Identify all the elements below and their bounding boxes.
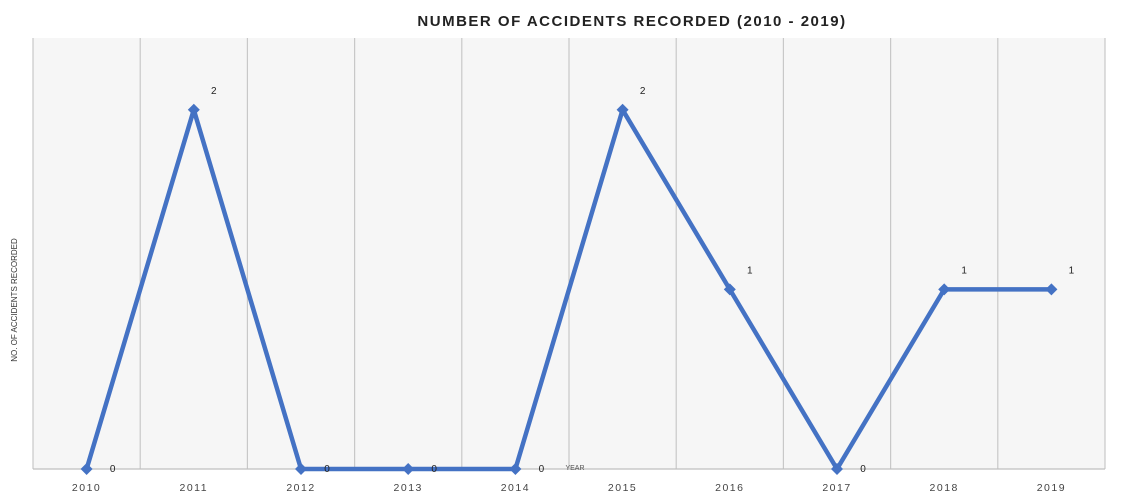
series-layer xyxy=(80,103,1058,475)
x-tick-label: 2010 xyxy=(72,482,101,494)
x-tick-label: 2016 xyxy=(715,482,744,494)
x-tick-label: 2019 xyxy=(1037,482,1066,494)
data-label: 1 xyxy=(961,265,967,276)
data-label: 0 xyxy=(431,464,437,475)
data-point-marker xyxy=(187,103,200,116)
x-tick-label: 2013 xyxy=(394,482,423,494)
data-label: 0 xyxy=(539,464,545,475)
data-point-marker xyxy=(80,463,93,475)
data-label: 1 xyxy=(1069,265,1075,276)
data-point-marker xyxy=(938,283,951,296)
data-point-marker xyxy=(509,463,522,475)
gridlines xyxy=(32,38,1106,469)
data-label: 1 xyxy=(747,265,753,276)
x-tick-label: 2011 xyxy=(180,482,209,494)
data-label: 2 xyxy=(640,86,646,97)
data-point-marker xyxy=(831,463,843,475)
x-tick-label: 2014 xyxy=(501,482,530,494)
data-point-marker xyxy=(616,103,629,116)
data-point-marker xyxy=(295,463,307,475)
data-label: 0 xyxy=(860,464,866,475)
y-axis-title: NO. OF ACCIDENTS RECORDED xyxy=(10,238,19,362)
data-label: 0 xyxy=(110,464,116,475)
series-line xyxy=(84,107,1054,472)
data-point-marker xyxy=(402,463,415,475)
chart-title: NUMBER OF ACCIDENTS RECORDED (2010 - 201… xyxy=(417,13,846,30)
data-label: 0 xyxy=(324,464,330,475)
data-point-marker xyxy=(723,283,736,296)
x-tick-label: 2017 xyxy=(822,482,851,494)
data-label: 2 xyxy=(211,86,217,97)
x-tick-label: 2012 xyxy=(286,482,315,494)
data-point-marker xyxy=(1045,283,1058,296)
x-tick-label: 2015 xyxy=(608,482,637,494)
x-tick-label: 2018 xyxy=(930,482,959,494)
x-axis-title: YEAR xyxy=(565,465,584,472)
x-tick-labels: 2010 2011 2012 2013 2014 2015 2016 2017 2018 2019 xyxy=(72,482,1066,494)
data-labels: 0 2 0 0 0 2 1 0 1 1 xyxy=(110,86,1075,475)
